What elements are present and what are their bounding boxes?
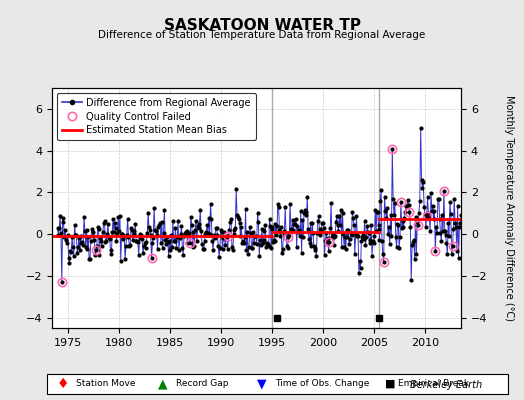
Text: Berkeley Earth: Berkeley Earth [410, 380, 482, 390]
Text: ▼: ▼ [257, 378, 267, 390]
Text: ▲: ▲ [158, 378, 167, 390]
Text: Station Move: Station Move [76, 380, 136, 388]
Text: Empirical Break: Empirical Break [398, 380, 470, 388]
Text: Difference of Station Temperature Data from Regional Average: Difference of Station Temperature Data f… [99, 30, 425, 40]
Text: ■: ■ [385, 379, 396, 389]
Y-axis label: Monthly Temperature Anomaly Difference (°C): Monthly Temperature Anomaly Difference (… [504, 95, 514, 321]
Legend: Difference from Regional Average, Quality Control Failed, Estimated Station Mean: Difference from Regional Average, Qualit… [57, 93, 256, 140]
Text: Record Gap: Record Gap [176, 380, 228, 388]
Text: ♦: ♦ [57, 377, 69, 391]
Text: Time of Obs. Change: Time of Obs. Change [275, 380, 369, 388]
Text: SASKATOON WATER TP: SASKATOON WATER TP [163, 18, 361, 33]
